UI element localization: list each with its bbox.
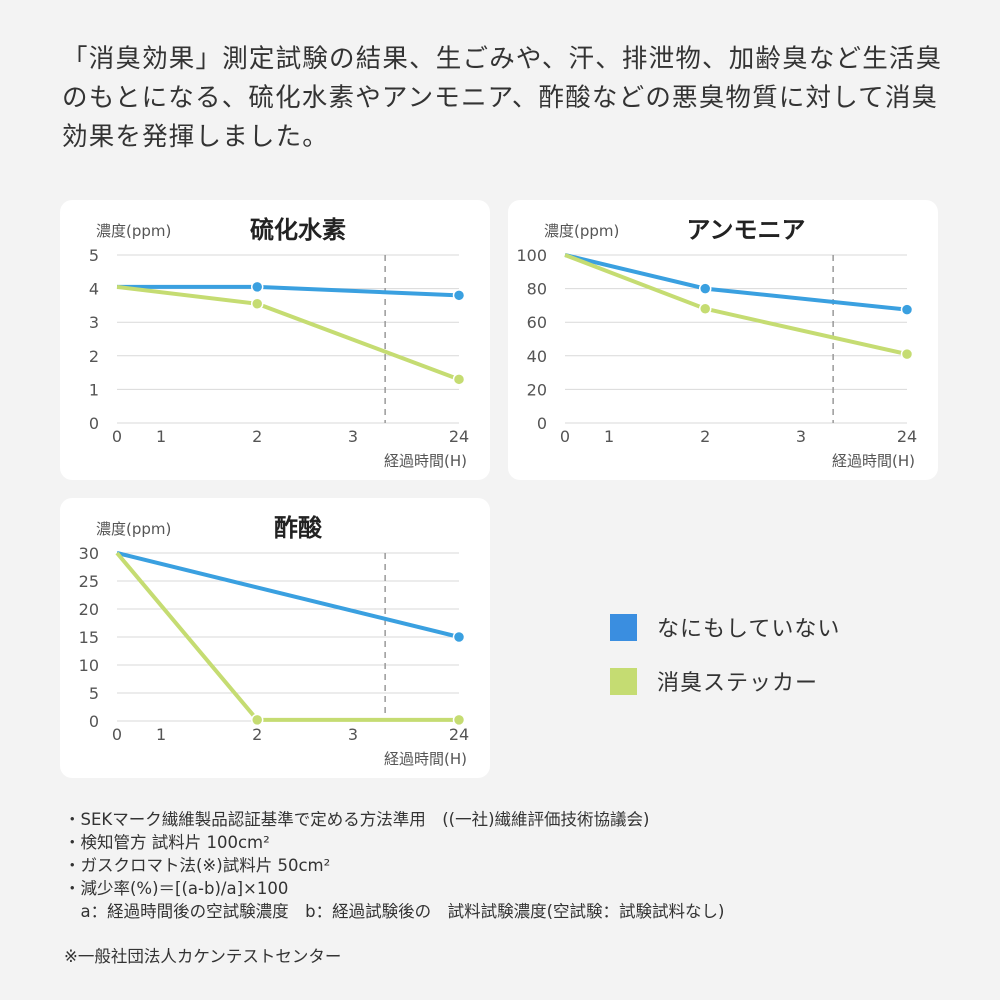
y-tick-label: 2 bbox=[89, 347, 99, 366]
y-axis-label: 濃度(ppm) bbox=[544, 222, 619, 240]
y-tick-label: 3 bbox=[89, 313, 99, 332]
x-tick-label: 1 bbox=[156, 725, 166, 744]
note: ・減少率(%)＝[(a-b)/a]×100 bbox=[64, 879, 289, 898]
series-line-sticker bbox=[115, 551, 459, 722]
x-tick-label: 0 bbox=[112, 725, 122, 744]
y-tick-label: 4 bbox=[89, 280, 99, 299]
data-point-none bbox=[452, 630, 466, 644]
y-tick-label: 1 bbox=[89, 380, 99, 399]
chart-title: 硫化水素 bbox=[250, 216, 346, 244]
series-line-none bbox=[564, 253, 908, 312]
data-point-sticker bbox=[452, 713, 466, 727]
x-axis-label: 経過時間(H) bbox=[832, 452, 915, 470]
legend: なにもしていない 消臭ステッカー bbox=[610, 600, 840, 708]
x-tick-label: 2 bbox=[252, 427, 262, 446]
y-tick-label: 0 bbox=[537, 414, 547, 433]
note: ・検知管方 試料片 100cm² bbox=[64, 833, 270, 852]
x-tick-label: 24 bbox=[897, 427, 917, 446]
x-tick-label: 2 bbox=[700, 427, 710, 446]
data-point-none bbox=[900, 303, 914, 316]
chart-card-acetic-acid: 濃度(ppm) 酢酸 0 5 10 15 20 25 30 0 1 2 3 24 経過時間(H) bbox=[60, 498, 490, 778]
y-tick-label: 60 bbox=[527, 313, 547, 332]
data-point-none bbox=[250, 280, 264, 294]
y-tick-label: 80 bbox=[527, 280, 547, 299]
x-axis-label: 経過時間(H) bbox=[384, 750, 467, 768]
chart-title: 酢酸 bbox=[274, 514, 323, 542]
x-tick-label: 3 bbox=[348, 427, 358, 446]
x-tick-label: 2 bbox=[252, 725, 262, 744]
series-line-none bbox=[116, 551, 460, 639]
chart-ammonia: 濃度(ppm) アンモニア 0 20 40 60 80 100 0 1 2 3 24 経過時間(H) bbox=[516, 216, 917, 470]
y-tick-label: 25 bbox=[79, 572, 99, 591]
chart-card-hydrogen-sulfide: 濃度(ppm) 硫化水素 0 1 2 3 4 5 0 1 2 3 24 経過時間(H) bbox=[60, 200, 490, 480]
chart-acetic-acid: 濃度(ppm) 酢酸 0 5 10 15 20 25 30 0 1 2 3 24 経過時間(H) bbox=[79, 514, 470, 768]
x-tick-label: 24 bbox=[449, 725, 469, 744]
data-point-sticker bbox=[452, 373, 466, 386]
chart-card-ammonia: 濃度(ppm) アンモニア 0 20 40 60 80 100 0 1 2 3 24 経過時間(H) bbox=[508, 200, 938, 480]
y-tick-label: 20 bbox=[79, 600, 99, 619]
data-point-sticker bbox=[250, 297, 264, 310]
data-point-sticker bbox=[250, 713, 264, 727]
y-tick-label: 15 bbox=[79, 628, 99, 647]
chart-hydrogen-sulfide: 濃度(ppm) 硫化水素 0 1 2 3 4 5 0 1 2 3 24 経過時間(H) bbox=[89, 216, 469, 470]
y-tick-label: 5 bbox=[89, 246, 99, 265]
y-tick-label: 20 bbox=[527, 380, 547, 399]
notes: ・SEKマーク繊維製品認証基準で定める方法準用 ((一社)繊維評価技術協議会) … bbox=[64, 808, 724, 968]
data-point-none bbox=[452, 289, 466, 302]
y-tick-label: 5 bbox=[89, 684, 99, 703]
x-tick-label: 24 bbox=[449, 427, 469, 446]
note: ・ガスクロマト法(※)試料片 50cm² bbox=[64, 856, 331, 875]
series-line-sticker bbox=[116, 284, 460, 382]
chart-title: アンモニア bbox=[686, 216, 805, 244]
legend-swatch bbox=[610, 613, 637, 641]
legend-item-none: なにもしていない bbox=[610, 600, 840, 654]
data-point-sticker bbox=[900, 347, 914, 361]
y-axis-label: 濃度(ppm) bbox=[96, 520, 171, 538]
x-tick-label: 1 bbox=[604, 427, 614, 446]
x-tick-label: 3 bbox=[796, 427, 806, 446]
x-tick-label: 1 bbox=[156, 427, 166, 446]
legend-item-sticker: 消臭ステッカー bbox=[610, 654, 840, 708]
source-note: ※一般社団法人カケンテストセンター bbox=[64, 947, 342, 966]
intro-text: 「消臭効果」測定試験の結果、生ごみや、汗、排泄物、加齢臭など生活臭のもとになる、… bbox=[62, 44, 943, 152]
x-tick-label: 0 bbox=[112, 427, 122, 446]
legend-label: なにもしていない bbox=[657, 617, 841, 642]
note: a：経過時間後の空試験濃度 b：経過試験後の 試料試験濃度(空試験：試験試料なし… bbox=[64, 902, 725, 921]
x-axis-label: 経過時間(H) bbox=[384, 452, 467, 470]
legend-label: 消臭ステッカー bbox=[657, 671, 819, 696]
y-axis-label: 濃度(ppm) bbox=[96, 222, 171, 240]
y-tick-label: 0 bbox=[89, 414, 99, 433]
y-tick-label: 30 bbox=[79, 544, 99, 563]
x-tick-label: 0 bbox=[560, 427, 570, 446]
y-tick-label: 40 bbox=[527, 347, 547, 366]
note: ・SEKマーク繊維製品認証基準で定める方法準用 ((一社)繊維評価技術協議会) bbox=[64, 810, 650, 829]
data-point-none bbox=[698, 282, 712, 295]
y-tick-label: 10 bbox=[79, 656, 99, 675]
data-point-sticker bbox=[698, 302, 712, 316]
y-tick-label: 0 bbox=[89, 712, 99, 731]
y-tick-label: 100 bbox=[516, 246, 547, 265]
x-tick-label: 3 bbox=[348, 725, 358, 744]
legend-swatch bbox=[610, 667, 637, 695]
